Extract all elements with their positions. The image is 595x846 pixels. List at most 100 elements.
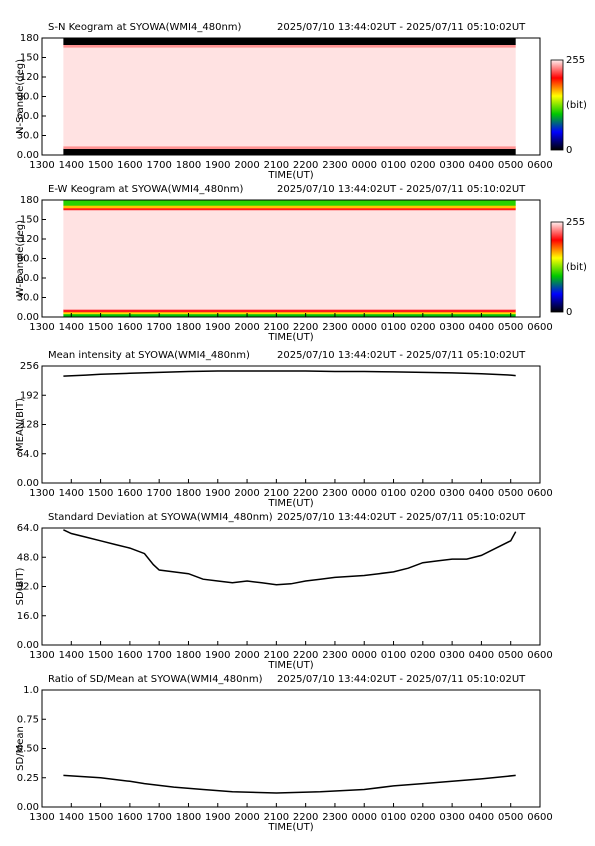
x-tick-label: 1900 [205,650,230,661]
y-tick-label: 48.0 [17,552,39,563]
x-tick-label: 0500 [498,322,523,333]
heatmap-cell [63,207,516,211]
x-tick-label: 2200 [293,322,318,333]
x-tick-label: 0400 [469,322,494,333]
x-tick-label: 1500 [88,160,113,171]
x-tick-label: 1400 [59,322,84,333]
colorbar-label: (bit) [566,100,587,111]
x-tick-label: 0600 [527,160,552,171]
y-tick-label: 30.0 [17,293,39,304]
chart-title: Standard Deviation at SYOWA(WMI4_480nm) [48,512,273,523]
x-tick-label: 2100 [264,488,289,499]
y-tick-label: 60.0 [17,111,39,122]
heatmap-cell [63,209,516,310]
y-tick-label: 120 [20,72,39,83]
x-tick-label: 0100 [381,650,406,661]
x-tick-label: 2200 [293,650,318,661]
x-tick-label: 1800 [176,650,201,661]
x-tick-label: 2200 [293,812,318,823]
x-tick-label: 0500 [498,650,523,661]
x-tick-label: 0200 [410,650,435,661]
x-tick-label: 0400 [469,160,494,171]
y-axis-label: N-S angle(deg) [15,59,26,134]
y-tick-label: 64.0 [17,449,39,460]
x-tick-label: 2200 [293,488,318,499]
y-tick-label: 120 [20,234,39,245]
x-tick-label: 0300 [439,650,464,661]
data-line [63,529,517,586]
y-tick-label: 0.75 [17,714,39,725]
x-tick-label: 1800 [176,160,201,171]
y-tick-label: 64.0 [17,523,39,534]
x-tick-label: 1700 [146,160,171,171]
x-tick-label: 1400 [59,488,84,499]
x-tick-label: 0600 [527,488,552,499]
plot-frame [41,365,541,484]
heatmap-cell [63,44,516,48]
x-tick-label: 0400 [469,650,494,661]
x-tick-label: 0200 [410,160,435,171]
x-tick-label: 0000 [352,650,377,661]
x-tick-label: 1500 [88,650,113,661]
colorbar-tick-label: 0 [566,145,572,156]
x-tick-label: 2100 [264,160,289,171]
heatmap-cell [63,311,516,315]
x-tick-label: 1500 [88,812,113,823]
colorbar [550,59,564,151]
x-tick-label: 0300 [439,488,464,499]
y-tick-label: 150 [20,215,39,226]
x-tick-label: 0100 [381,160,406,171]
x-tick-label: 0600 [527,812,552,823]
x-tick-label: 0500 [498,812,523,823]
x-tick-label: 1600 [117,812,142,823]
heatmap-cell [63,205,516,209]
x-tick-label: 1600 [117,322,142,333]
y-axis-label: SD/Mean [15,726,26,771]
chart-title: Ratio of SD/Mean at SYOWA(WMI4_480nm) [48,674,263,685]
x-tick-label: 2000 [234,322,259,333]
heatmap-cell [63,313,516,318]
heatmap-cell [63,200,516,206]
x-tick-label: 0300 [439,160,464,171]
heatmap-cell [63,148,516,156]
x-tick-label: 0200 [410,812,435,823]
y-tick-label: 0.25 [17,773,39,784]
x-tick-label: 0500 [498,160,523,171]
chart-title: S-N Keogram at SYOWA(WMI4_480nm) [48,22,242,33]
heatmap-cell [63,145,516,149]
x-tick-label: 1700 [146,488,171,499]
y-tick-label: 256 [20,361,39,372]
x-tick-label: 1300 [29,160,54,171]
x-tick-label: 0100 [381,322,406,333]
x-tick-label: 1300 [29,650,54,661]
x-axis-label: TIME(UT) [267,498,313,509]
x-tick-label: 1600 [117,488,142,499]
x-tick-label: 1900 [205,812,230,823]
x-tick-label: 2000 [234,812,259,823]
heatmap-cell [63,309,516,313]
x-tick-label: 2000 [234,488,259,499]
x-tick-label: 1700 [146,322,171,333]
x-tick-label: 2300 [322,322,347,333]
colorbar [550,221,564,313]
y-tick-label: 150 [20,53,39,64]
y-tick-label: 30.0 [17,131,39,142]
x-tick-label: 1400 [59,650,84,661]
x-tick-label: 2100 [264,322,289,333]
y-tick-label: 180 [20,33,39,44]
x-tick-label: 1500 [88,488,113,499]
x-tick-label: 0500 [498,488,523,499]
colorbar-tick-label: 255 [566,55,585,66]
x-tick-label: 0000 [352,488,377,499]
y-axis-label: SD(BIT) [15,568,26,606]
x-tick-label: 0300 [439,812,464,823]
x-tick-label: 2300 [322,488,347,499]
x-axis-label: TIME(UT) [267,332,313,343]
data-line [63,774,516,794]
x-tick-label: 2200 [293,160,318,171]
y-tick-label: 192 [20,390,39,401]
chart-subtitle: 2025/07/10 13:44:02UT - 2025/07/11 05:10… [277,184,526,195]
x-tick-label: 1900 [205,488,230,499]
colorbar-tick-label: 0 [566,307,572,318]
y-tick-label: 32.0 [17,582,39,593]
